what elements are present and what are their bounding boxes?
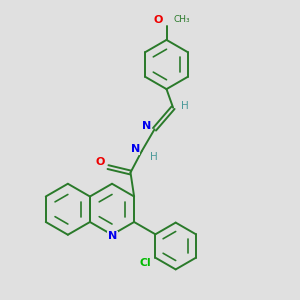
Text: O: O [96, 157, 105, 167]
Text: CH₃: CH₃ [174, 15, 190, 24]
Text: H: H [150, 152, 158, 163]
Text: N: N [108, 231, 117, 241]
Text: O: O [153, 15, 163, 26]
Text: N: N [131, 144, 140, 154]
Text: N: N [142, 121, 152, 131]
Text: H: H [181, 101, 189, 111]
Text: Cl: Cl [140, 258, 151, 268]
